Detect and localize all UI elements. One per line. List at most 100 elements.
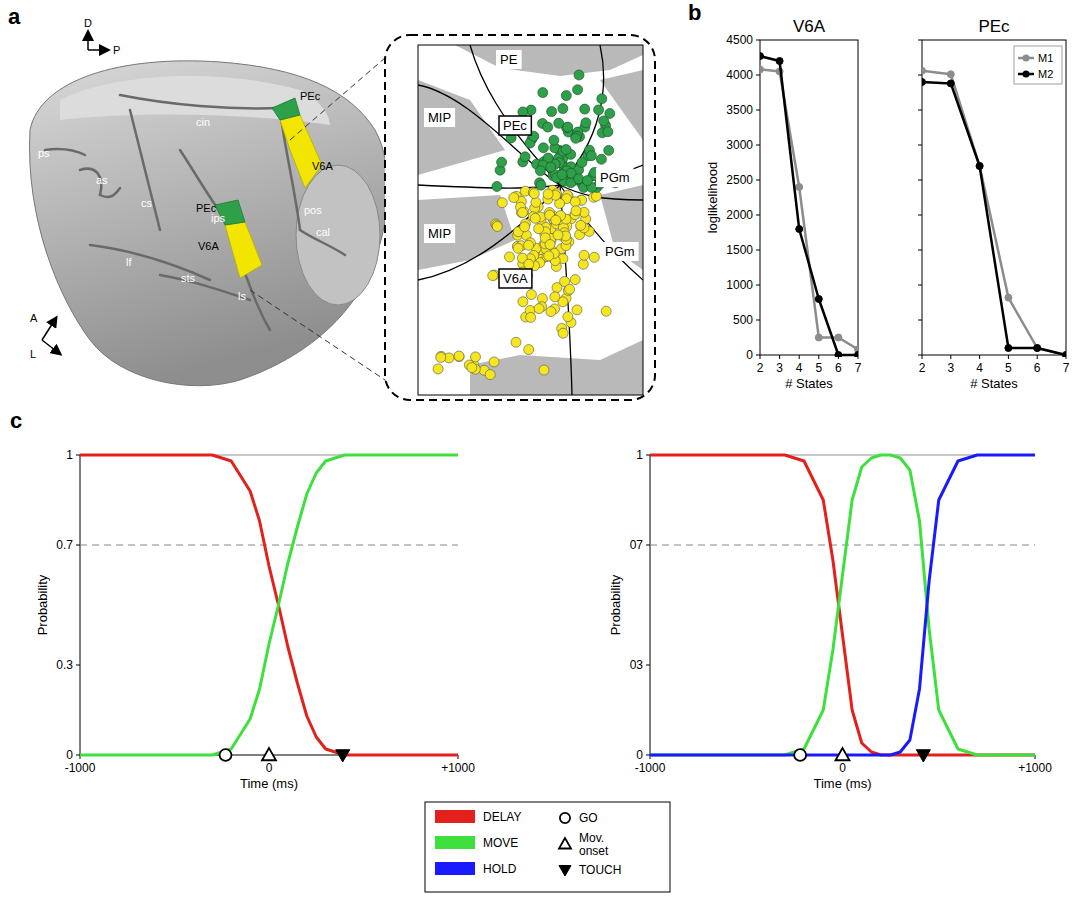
y-tick	[756, 285, 760, 286]
recording-site	[524, 240, 534, 250]
area-label: PE	[500, 52, 518, 67]
inset: PEMIPPEcPGmMIPV6APGm	[385, 35, 655, 400]
x-tick	[779, 355, 780, 359]
y-tick	[646, 545, 650, 546]
area-label: PGm	[605, 244, 635, 259]
x-tick	[1037, 355, 1038, 359]
y-tick	[756, 250, 760, 251]
data-point	[815, 334, 822, 341]
series-line	[760, 56, 858, 355]
recording-site	[513, 243, 523, 253]
legend-swatch	[1023, 71, 1030, 78]
x-tick	[818, 355, 819, 359]
y-axis-title: Probability	[35, 574, 50, 635]
threshold-line	[650, 545, 1035, 546]
brain-label: lf	[126, 256, 132, 268]
y-tick	[756, 75, 760, 76]
recording-site	[604, 145, 614, 155]
recording-site	[538, 143, 548, 153]
legend: M1M2	[1014, 46, 1062, 84]
data-point	[776, 58, 783, 65]
y-tick	[76, 545, 80, 546]
y-tick	[918, 320, 922, 321]
medial-surface	[60, 76, 330, 125]
sulcus	[80, 169, 120, 197]
y-tick	[756, 215, 760, 216]
y-tick	[918, 180, 922, 181]
y-tick	[756, 355, 760, 356]
data-point	[922, 79, 926, 86]
inset-map	[418, 45, 643, 395]
y-tick	[918, 355, 922, 356]
frame	[922, 40, 1066, 355]
map-ground	[418, 45, 643, 395]
recording-site	[518, 208, 528, 218]
y-tick-label: 1500	[726, 243, 753, 257]
data-point	[1063, 352, 1067, 358]
recording-site	[574, 70, 584, 80]
recording-site	[546, 307, 556, 317]
y-tick	[918, 145, 922, 146]
frame	[760, 40, 858, 355]
area-label: PEc	[503, 118, 527, 133]
x-tick-label: -1000	[65, 761, 96, 775]
data-point	[922, 67, 926, 74]
label-patch	[596, 168, 634, 187]
x-tick	[760, 355, 761, 359]
area-border	[418, 85, 560, 185]
recording-site	[536, 180, 546, 190]
pec-area	[272, 98, 300, 120]
orientation-label: P	[113, 44, 120, 56]
series-line	[922, 82, 1066, 355]
legend-label: GO	[579, 811, 598, 825]
recording-site	[509, 193, 519, 203]
recording-site	[433, 364, 443, 374]
data-point	[947, 80, 954, 87]
inset-frame	[385, 35, 655, 400]
legend-label-line: TOUCH	[579, 863, 621, 877]
sulcus	[130, 110, 160, 230]
label-patch	[601, 242, 639, 261]
recording-site	[581, 118, 591, 128]
x-tick-label: 7	[855, 361, 862, 375]
map-frame	[418, 45, 643, 395]
data-point	[1005, 294, 1012, 301]
series-line	[80, 455, 458, 755]
recording-site	[534, 304, 544, 314]
event-marker	[916, 750, 930, 762]
x-tick-label: 4	[976, 361, 983, 375]
v6a-area	[280, 115, 322, 188]
recording-site	[563, 312, 573, 322]
legend-swatch	[1023, 55, 1030, 62]
x-tick-label: +1000	[1018, 761, 1052, 775]
y-tick	[918, 75, 922, 76]
legend-label: M2	[1038, 68, 1053, 80]
recording-site	[551, 215, 561, 225]
recording-site	[553, 230, 563, 240]
data-point	[796, 184, 803, 191]
x-tick-label: 4	[796, 361, 803, 375]
recording-site	[572, 305, 582, 315]
y-tick-label: 1000	[726, 278, 753, 292]
recording-site	[524, 259, 534, 269]
recording-site	[597, 94, 607, 104]
brain-label: cs	[141, 197, 153, 209]
x-tick	[799, 355, 800, 359]
x-tick-label: 3	[776, 361, 783, 375]
y-tick	[646, 755, 650, 756]
recording-site	[565, 284, 575, 294]
legend-swatch	[435, 836, 475, 849]
x-tick-label: 3	[947, 361, 954, 375]
recording-site	[544, 251, 554, 261]
y-tick	[756, 320, 760, 321]
recording-site	[558, 104, 568, 114]
legend-box	[1014, 46, 1062, 84]
y-tick-label: 0	[746, 348, 753, 362]
y-axis	[650, 455, 651, 755]
data-point	[1005, 345, 1012, 352]
legend-label-line: GO	[579, 811, 598, 825]
chart: 2345670500100015002000250030003500400045…	[705, 17, 862, 391]
recording-site	[497, 198, 507, 208]
recording-site	[603, 127, 613, 137]
recording-site	[485, 370, 495, 380]
